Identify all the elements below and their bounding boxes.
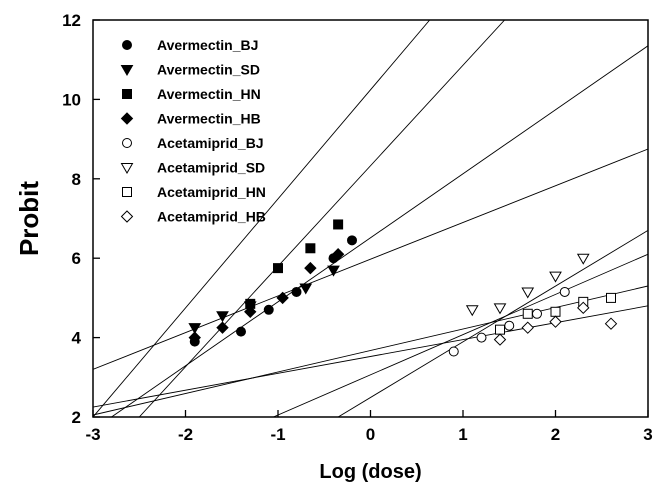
y-tick-label: 10	[62, 90, 81, 109]
fit-line-avermectin-hn	[138, 20, 505, 417]
fit-line-avermectin-hb	[111, 45, 648, 417]
point-avermectin-bj	[263, 304, 274, 315]
point-avermectin-hb	[276, 291, 289, 305]
y-tick-label: 6	[72, 249, 81, 268]
legend-label: Acetamiprid_HB	[157, 209, 266, 225]
point-acetamiprid-bj	[448, 346, 459, 357]
point-acetamiprid-hn	[606, 292, 616, 303]
fit-line-acetamiprid-hb	[93, 305, 648, 408]
legend-marker-avermectin-bj	[122, 40, 132, 50]
x-tick-label: 2	[551, 425, 560, 444]
fit-line-avermectin-sd	[93, 148, 648, 370]
y-tick-label: 8	[72, 170, 81, 189]
y-tick-labels: 2 4 6 8 10 12	[62, 11, 81, 427]
fit-line-acetamiprid-hn	[93, 285, 648, 416]
point-acetamiprid-hn	[522, 308, 533, 319]
legend-label: Acetamiprid_BJ	[157, 135, 264, 151]
point-acetamiprid-hb	[521, 321, 534, 334]
legend-label: Acetamiprid_HN	[157, 184, 266, 200]
x-tick-label: -2	[178, 425, 193, 444]
point-avermectin-hn	[305, 243, 316, 254]
legend-label: Acetamiprid_SD	[157, 160, 265, 176]
point-acetamiprid-bj	[476, 332, 487, 343]
point-avermectin-sd	[299, 283, 313, 295]
y-tick-label: 4	[72, 329, 82, 348]
point-avermectin-sd	[216, 311, 229, 323]
point-avermectin-sd	[188, 323, 202, 335]
point-acetamiprid-bj	[559, 286, 570, 297]
x-tick-labels: -3 -2 -1 0 1 2 3	[85, 425, 652, 444]
x-tick-label: -3	[85, 425, 100, 444]
fit-lines	[93, 20, 648, 417]
y-tick-label: 2	[72, 408, 81, 427]
plot-frame	[92, 19, 649, 418]
point-acetamiprid-sd	[549, 271, 562, 283]
point-avermectin-hn	[333, 219, 344, 230]
legend-marker-avermectin-sd	[120, 65, 134, 76]
point-avermectin-hb	[331, 248, 345, 261]
legend-marker-acetamiprid-hb	[120, 210, 134, 223]
point-acetamiprid-hn	[495, 324, 505, 335]
x-tick-label: -1	[270, 425, 285, 444]
point-avermectin-hb	[244, 305, 257, 319]
point-acetamiprid-sd	[521, 287, 535, 299]
x-tick-label: 0	[366, 425, 375, 444]
legend-marker-acetamiprid-sd	[120, 163, 134, 174]
y-tick-label: 12	[62, 11, 81, 30]
axis-ticks	[92, 19, 649, 418]
legend-label: Avermectin_HB	[157, 111, 261, 127]
legend-label: Avermectin_BJ	[157, 37, 258, 53]
point-avermectin-bj	[347, 235, 357, 246]
point-acetamiprid-sd	[493, 303, 507, 315]
x-tick-label: 3	[643, 425, 652, 444]
point-avermectin-bj	[236, 326, 246, 337]
point-acetamiprid-bj	[532, 308, 542, 319]
point-acetamiprid-hb	[577, 301, 590, 315]
point-acetamiprid-sd	[465, 305, 479, 317]
legend-label: Avermectin_SD	[157, 62, 260, 78]
point-avermectin-hb	[188, 331, 201, 344]
point-acetamiprid-hn	[550, 306, 561, 317]
fit-line-acetamiprid-sd	[337, 230, 648, 417]
legend-marker-avermectin-hn	[122, 89, 132, 99]
point-avermectin-sd	[327, 265, 340, 277]
point-acetamiprid-hb	[493, 333, 507, 346]
fit-line-avermectin-bj	[93, 20, 431, 417]
fit-line-acetamiprid-bj	[273, 253, 648, 417]
x-axis-title: Log (dose)	[319, 461, 421, 483]
legend-marker-acetamiprid-hn	[122, 187, 132, 197]
legend-label: Avermectin_HN	[157, 86, 261, 102]
legend-marker-acetamiprid-bj	[122, 138, 132, 148]
x-tick-label: 1	[458, 425, 467, 444]
point-acetamiprid-hb	[604, 317, 618, 330]
legend: Avermectin_BJ Avermectin_SD Avermectin_HN A…	[120, 37, 266, 225]
legend-marker-avermectin-hb	[120, 112, 134, 125]
point-avermectin-bj	[291, 286, 302, 297]
y-axis-title: Probit	[14, 181, 44, 256]
point-acetamiprid-hb	[549, 315, 562, 328]
point-avermectin-hb	[304, 261, 317, 275]
point-avermectin-hn	[273, 263, 283, 274]
point-acetamiprid-bj	[504, 320, 515, 331]
point-avermectin-hb	[216, 321, 229, 334]
point-acetamiprid-sd	[576, 253, 590, 265]
data-markers	[188, 219, 618, 357]
